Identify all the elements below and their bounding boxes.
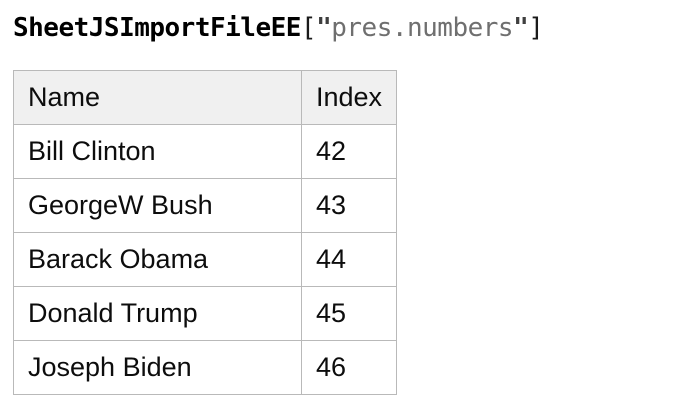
cell-index: 43: [300, 178, 398, 233]
table-row: Bill Clinton 42: [13, 124, 398, 179]
presidents-table: Name Index Bill Clinton 42 GeorgeW Bush …: [13, 70, 398, 395]
title-close-bracket: ]: [528, 13, 544, 43]
column-header-name: Name: [13, 70, 302, 125]
cell-name: Barack Obama: [13, 232, 302, 287]
cell-index: 45: [300, 286, 398, 341]
table-row: Joseph Biden 46: [13, 340, 398, 395]
title-open-bracket: [: [300, 13, 317, 43]
title-open-quote: ": [316, 13, 332, 43]
cell-index: 46: [300, 340, 398, 395]
cell-name: GeorgeW Bush: [13, 178, 302, 233]
table-row: GeorgeW Bush 43: [13, 178, 398, 233]
table-row: Barack Obama 44: [13, 232, 398, 287]
title-object-name: SheetJSImportFileEE: [13, 13, 301, 43]
table-row: Donald Trump 45: [13, 286, 398, 341]
table-header-row: Name Index: [13, 70, 398, 125]
cell-index: 44: [300, 232, 398, 287]
column-header-index: Index: [300, 70, 398, 125]
title-file-name: pres.numbers: [331, 13, 514, 43]
cell-name: Donald Trump: [13, 286, 302, 341]
cell-name: Joseph Biden: [13, 340, 302, 395]
page-title: SheetJSImportFileEE["pres.numbers"]: [13, 11, 544, 45]
title-close-quote: ": [513, 13, 529, 43]
cell-index: 42: [300, 124, 398, 179]
cell-name: Bill Clinton: [13, 124, 302, 179]
